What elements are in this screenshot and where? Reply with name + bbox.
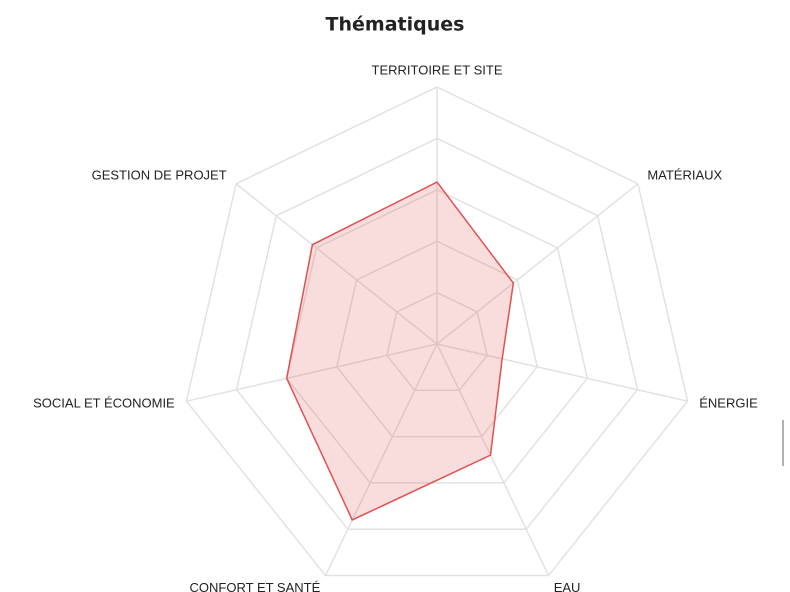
axis-label: SOCIAL ET ÉCONOMIE — [33, 395, 175, 410]
grid-ring — [386, 291, 488, 392]
grid-ring — [335, 240, 539, 438]
grid-spoke — [436, 343, 688, 402]
grid-ring — [285, 188, 589, 484]
grid-ring — [185, 86, 689, 577]
axis-label: ÉNERGIE — [699, 395, 758, 410]
axis-label: TERRITOIRE ET SITE — [372, 62, 503, 77]
axis-label: CONFORT ET SANTÉ — [190, 580, 321, 592]
axis-label: GESTION DE PROJET — [92, 168, 227, 183]
grid-spoke — [436, 343, 550, 576]
grid-spoke — [436, 183, 639, 345]
data-area — [285, 181, 515, 521]
grid-ring — [235, 137, 639, 530]
axis-label: EAU — [554, 580, 581, 592]
chart-title: Thématiques — [326, 14, 465, 36]
axis-label: MATÉRIAUX — [647, 168, 722, 183]
grid-spoke — [324, 343, 438, 576]
grid-spoke — [235, 183, 438, 345]
grid-spoke — [186, 343, 438, 402]
